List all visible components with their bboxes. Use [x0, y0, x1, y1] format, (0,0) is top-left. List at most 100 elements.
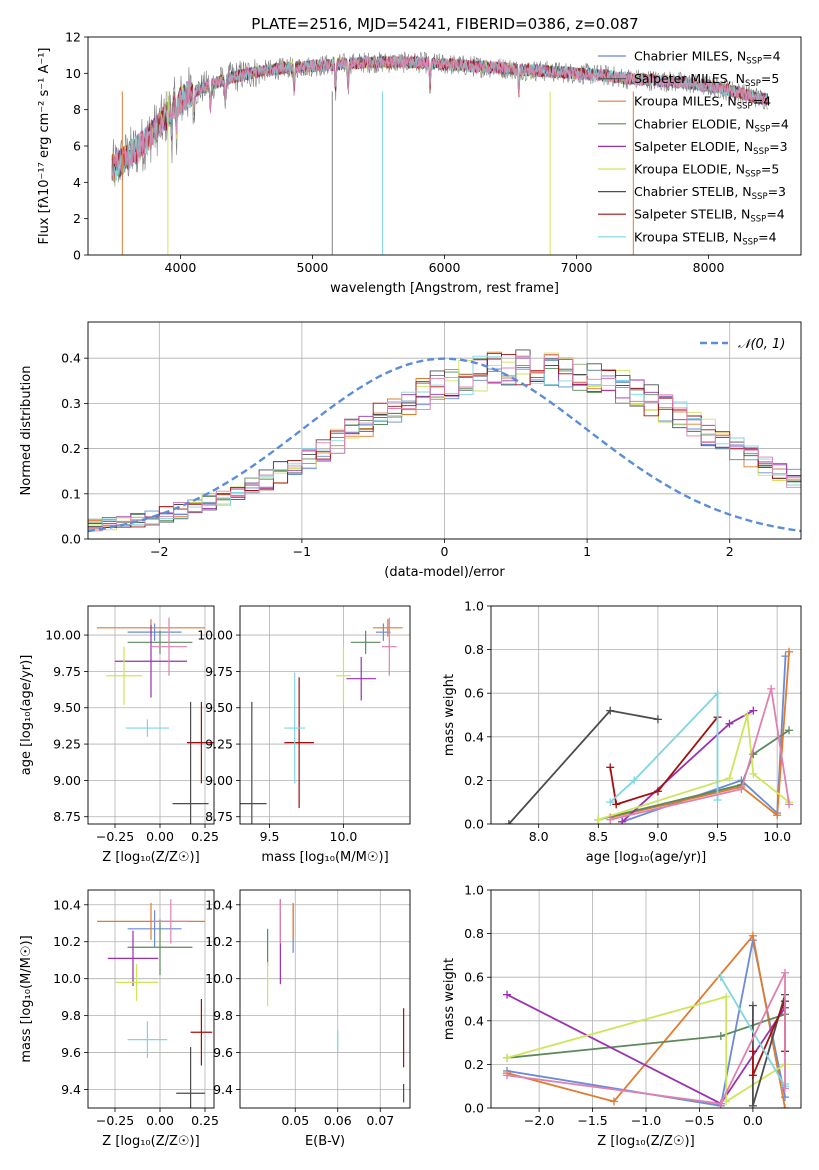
- histograms: [88, 349, 801, 533]
- y-tick-label: 0.6: [464, 970, 484, 985]
- weight-line: [506, 995, 786, 1104]
- spectrum-legend: Chabrier MILES, NSSP=4 Salpeter MILES, NS…: [598, 49, 789, 247]
- x-tick-label: 0.00: [146, 829, 174, 844]
- x-tick-label: 7000: [561, 260, 593, 275]
- weight-line: [506, 972, 786, 1105]
- spectrum-model-line: [111, 55, 769, 180]
- y-tick-label: 0.6: [464, 686, 484, 701]
- weight-vs-Z-frame: [490, 889, 802, 1109]
- spectrum-frame: [87, 36, 802, 256]
- y-tick-label: 2: [73, 211, 81, 226]
- y-tick-label: 0.8: [464, 926, 484, 941]
- mass-vs-Z-frame: [87, 889, 215, 1109]
- y-tick-label: 12: [65, 30, 81, 45]
- x-tick-label: −0.25: [96, 829, 134, 844]
- y-tick-label: 10.00: [197, 628, 233, 643]
- age-vs-Z-frame: [87, 605, 215, 825]
- x-axis-label: mass [log₁₀(M/M☉)]: [261, 850, 388, 865]
- y-tick-label: 9.00: [53, 773, 81, 788]
- weight-line: [598, 729, 790, 821]
- x-tick-label: 9.5: [708, 829, 728, 844]
- y-tick-label: 0.8: [464, 642, 484, 657]
- y-tick-label: 10: [65, 66, 81, 81]
- y-tick-label: 0.3: [61, 396, 81, 411]
- y-tick-label: 0: [73, 248, 81, 263]
- weight-vs-age-frame: [490, 605, 802, 825]
- weight-vs-age-lines: [504, 647, 794, 824]
- legend-label: Salpeter MILES, NSSP=5: [634, 71, 779, 89]
- y-tick-label: 0.0: [464, 817, 484, 832]
- weight-line: [598, 714, 790, 821]
- mass-vs-ebv-frame: [239, 889, 411, 1109]
- y-tick-label: 1.0: [464, 599, 484, 614]
- histogram-series: [88, 349, 801, 528]
- y-tick-label: 0.2: [61, 441, 81, 456]
- x-axis-label: wavelength [Angstrom, rest frame]: [330, 281, 559, 296]
- x-tick-label: 8.0: [529, 829, 549, 844]
- x-tick-label: 4000: [165, 260, 197, 275]
- age-vs-Z-axes: −0.25 0.00 0.25 8.75 9.00 9.25 9.50 9.75 10.00 Z …: [19, 606, 219, 865]
- x-tick-label: −2: [150, 544, 168, 559]
- x-tick-label: 0.07: [366, 1113, 394, 1128]
- x-axis-label: Z [log₁₀(Z/Z☉)]: [102, 1134, 199, 1149]
- y-tick-label: 6: [73, 139, 81, 154]
- x-tick-label: 9.0: [648, 829, 668, 844]
- y-tick-label: 10.0: [53, 971, 81, 986]
- y-tick-label: 9.25: [205, 737, 233, 752]
- spectrum-axes: 4000 5000 6000 7000 8000 0 2 4 6 8 10 12 wavelength …: [37, 30, 725, 297]
- x-tick-label: 0.00: [146, 1113, 174, 1128]
- mass-vs-Z-axes: −0.25 0.00 0.25 9.4 9.6 9.8 10.0 10.2 10.4 Z [log…: [19, 890, 219, 1149]
- spectrum-data: [111, 51, 768, 187]
- y-axis-label: Normed distribution: [19, 366, 34, 496]
- y-tick-label: 9.4: [61, 1082, 81, 1097]
- y-tick-label: 9.25: [53, 737, 81, 752]
- x-tick-label: −1: [293, 544, 311, 559]
- weight-line: [609, 688, 790, 821]
- y-tick-label: 0.1: [61, 486, 81, 501]
- x-tick-label: −2.0: [524, 1113, 554, 1128]
- x-tick-label: 10.0: [330, 829, 358, 844]
- x-tick-label: −0.5: [684, 1113, 714, 1128]
- mass-vs-ebv-axes: 0.05 0.06 0.07 9.4 9.6 9.8 10.0 10.2 10.4 E(B-V): [205, 890, 410, 1149]
- legend-label: Chabrier STELIB, NSSP=3: [634, 184, 786, 202]
- x-axis-label: E(B-V): [305, 1134, 345, 1149]
- x-tick-label: 0.0: [743, 1113, 763, 1128]
- age-vs-Z-points: [97, 617, 214, 824]
- y-tick-label: 9.75: [205, 664, 233, 679]
- age-vs-mass-axes: 9.5 10.0 8.75 9.00 9.25 9.50 9.75 10.00 mass [lo…: [197, 606, 410, 865]
- mass-vs-ebv-points: [267, 899, 405, 1103]
- x-axis-label: age [log₁₀(age/yr)]: [586, 850, 707, 865]
- weight-line: [506, 933, 786, 1108]
- y-tick-label: 0.4: [464, 729, 484, 744]
- histogram-frame: [87, 321, 802, 540]
- y-tick-label: 0.2: [464, 773, 484, 788]
- y-tick-label: 10.0: [205, 971, 233, 986]
- mass-vs-Z-points: [97, 899, 213, 1108]
- x-tick-label: 0: [441, 544, 449, 559]
- y-tick-label: 9.4: [213, 1082, 233, 1097]
- y-tick-label: 9.8: [213, 1008, 233, 1023]
- y-axis-label: mass [log₁₀(M/M☉)]: [19, 935, 34, 1062]
- legend-label: Chabrier ELODIE, NSSP=4: [634, 116, 789, 134]
- y-tick-label: 9.75: [53, 664, 81, 679]
- y-tick-label: 9.50: [53, 700, 81, 715]
- x-tick-label: 1: [583, 544, 591, 559]
- y-tick-label: 10.00: [45, 628, 81, 643]
- x-tick-label: 9.5: [260, 829, 280, 844]
- y-tick-label: 10.2: [53, 934, 81, 949]
- weight-vs-Z-lines: [503, 931, 789, 1108]
- y-axis-label: Flux [fλ10⁻¹⁷ erg cm⁻² s⁻¹ A⁻¹]: [37, 48, 52, 245]
- x-tick-label: 0.06: [324, 1113, 352, 1128]
- legend-label: Salpeter ELODIE, NSSP=3: [634, 139, 788, 157]
- x-tick-label: −1.5: [577, 1113, 607, 1128]
- legend-label: Kroupa ELODIE, NSSP=5: [634, 162, 779, 180]
- x-tick-label: 8.5: [588, 829, 608, 844]
- x-tick-label: 10.0: [763, 829, 791, 844]
- x-axis-label: (data-model)/error: [384, 565, 505, 580]
- residual-hist-axes: −2 −1 0 1 2 0.0 0.1 0.2 0.3 0.4 (data-model)/error…: [19, 322, 801, 580]
- y-tick-label: 0.4: [61, 351, 81, 366]
- y-tick-label: 10.2: [205, 934, 233, 949]
- legend-label: Kroupa STELIB, NSSP=4: [634, 229, 777, 247]
- y-tick-label: 8: [73, 102, 81, 117]
